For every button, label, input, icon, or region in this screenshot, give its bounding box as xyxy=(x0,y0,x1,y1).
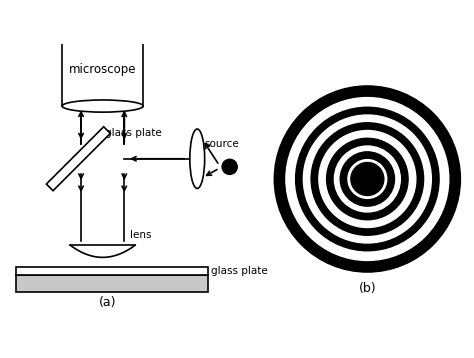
Circle shape xyxy=(311,123,424,235)
Circle shape xyxy=(334,146,401,212)
Ellipse shape xyxy=(190,129,205,188)
Circle shape xyxy=(303,115,431,243)
Circle shape xyxy=(286,98,449,260)
Circle shape xyxy=(222,159,237,174)
Bar xyxy=(16,267,208,275)
Text: microscope: microscope xyxy=(69,63,137,76)
Polygon shape xyxy=(46,127,110,191)
Text: source: source xyxy=(204,139,239,149)
Text: lens: lens xyxy=(130,230,151,240)
Circle shape xyxy=(340,152,394,206)
Circle shape xyxy=(296,107,439,251)
Text: glass plate: glass plate xyxy=(211,266,267,276)
Circle shape xyxy=(274,86,460,272)
Text: glass plate: glass plate xyxy=(105,129,162,139)
Circle shape xyxy=(348,160,387,198)
Circle shape xyxy=(351,163,384,195)
Ellipse shape xyxy=(62,100,143,112)
Text: (b): (b) xyxy=(358,282,376,295)
Bar xyxy=(62,39,143,106)
Circle shape xyxy=(319,131,416,227)
Text: (a): (a) xyxy=(100,296,117,309)
Bar xyxy=(16,275,208,292)
Circle shape xyxy=(327,138,408,220)
